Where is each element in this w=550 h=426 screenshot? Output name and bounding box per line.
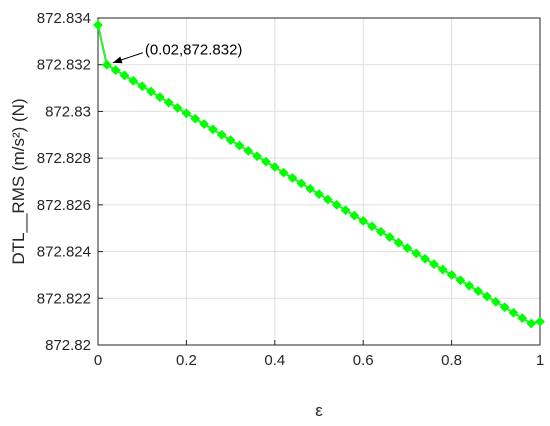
data-point [305, 183, 316, 194]
data-point [517, 313, 528, 324]
data-point [243, 145, 254, 156]
data-point [429, 259, 439, 270]
y-tick-label: 872.82 [45, 337, 91, 354]
data-point [234, 140, 245, 151]
data-point [482, 291, 492, 302]
data-point [261, 156, 271, 167]
data-point [190, 113, 201, 124]
data-point [93, 20, 103, 30]
y-tick-label: 872.824 [37, 244, 91, 261]
data-point [154, 92, 165, 103]
y-tick-label: 872.822 [37, 290, 91, 307]
data-point [340, 205, 351, 216]
series-layer [93, 20, 545, 329]
data-point [464, 280, 475, 291]
data-point [490, 296, 501, 307]
data-point [101, 59, 112, 70]
y-tick-label: 872.832 [37, 57, 91, 74]
data-point [393, 237, 404, 248]
x-tick-label: 0.8 [441, 352, 462, 369]
data-point [287, 173, 298, 183]
y-axis-title: DTL__RMS (m/s²) (N) [9, 98, 28, 264]
data-point [216, 129, 227, 140]
data-point [278, 167, 289, 178]
data-point [402, 243, 413, 253]
annotation-arrow-head [112, 56, 123, 64]
data-point [473, 286, 484, 296]
y-tick-label: 872.83 [45, 103, 91, 120]
x-tick-label: 0.4 [264, 352, 285, 369]
y-tick-label: 872.834 [37, 10, 91, 27]
data-point [119, 70, 130, 81]
annotation-label: (0.02,872.832) [145, 42, 243, 59]
data-point [384, 232, 395, 242]
data-point [208, 124, 218, 135]
data-point [128, 75, 139, 86]
data-point [225, 135, 236, 146]
plot-frame [97, 17, 541, 346]
x-tick-label: 0.2 [176, 352, 197, 369]
data-point [375, 226, 386, 237]
data-point [181, 108, 192, 119]
data-point [499, 302, 510, 313]
data-point [455, 275, 466, 286]
x-axis-title: ε [315, 401, 323, 420]
data-point [331, 199, 342, 210]
x-tick-label: 0 [94, 352, 102, 369]
x-tick-label: 1 [536, 352, 544, 369]
data-point [508, 307, 519, 318]
data-point [349, 210, 360, 221]
data-point [437, 264, 448, 275]
data-point [420, 253, 430, 264]
data-point [137, 81, 148, 92]
data-point [526, 318, 537, 329]
data-point [296, 178, 307, 189]
y-tick-label: 872.828 [37, 150, 91, 167]
data-point [367, 221, 377, 232]
data-point [535, 316, 545, 327]
annotation-layer: (0.02,872.832) [112, 42, 243, 64]
data-point [199, 119, 209, 129]
data-point [411, 248, 422, 259]
data-point [269, 162, 280, 172]
data-point [146, 86, 156, 97]
axis-ticks: 0 0.2 0.4 0.6 0.8 1 872.82 872.822 872.824 872.82… [37, 10, 544, 369]
data-point [322, 194, 333, 205]
data-point [110, 65, 121, 75]
data-point [358, 216, 369, 226]
data-point [163, 97, 174, 108]
data-point [314, 189, 324, 200]
data-point [252, 151, 263, 162]
plot-background [98, 18, 540, 345]
x-tick-label: 0.6 [353, 352, 374, 369]
data-point [172, 103, 183, 113]
y-tick-label: 872.826 [37, 197, 91, 214]
data-point [446, 270, 457, 280]
